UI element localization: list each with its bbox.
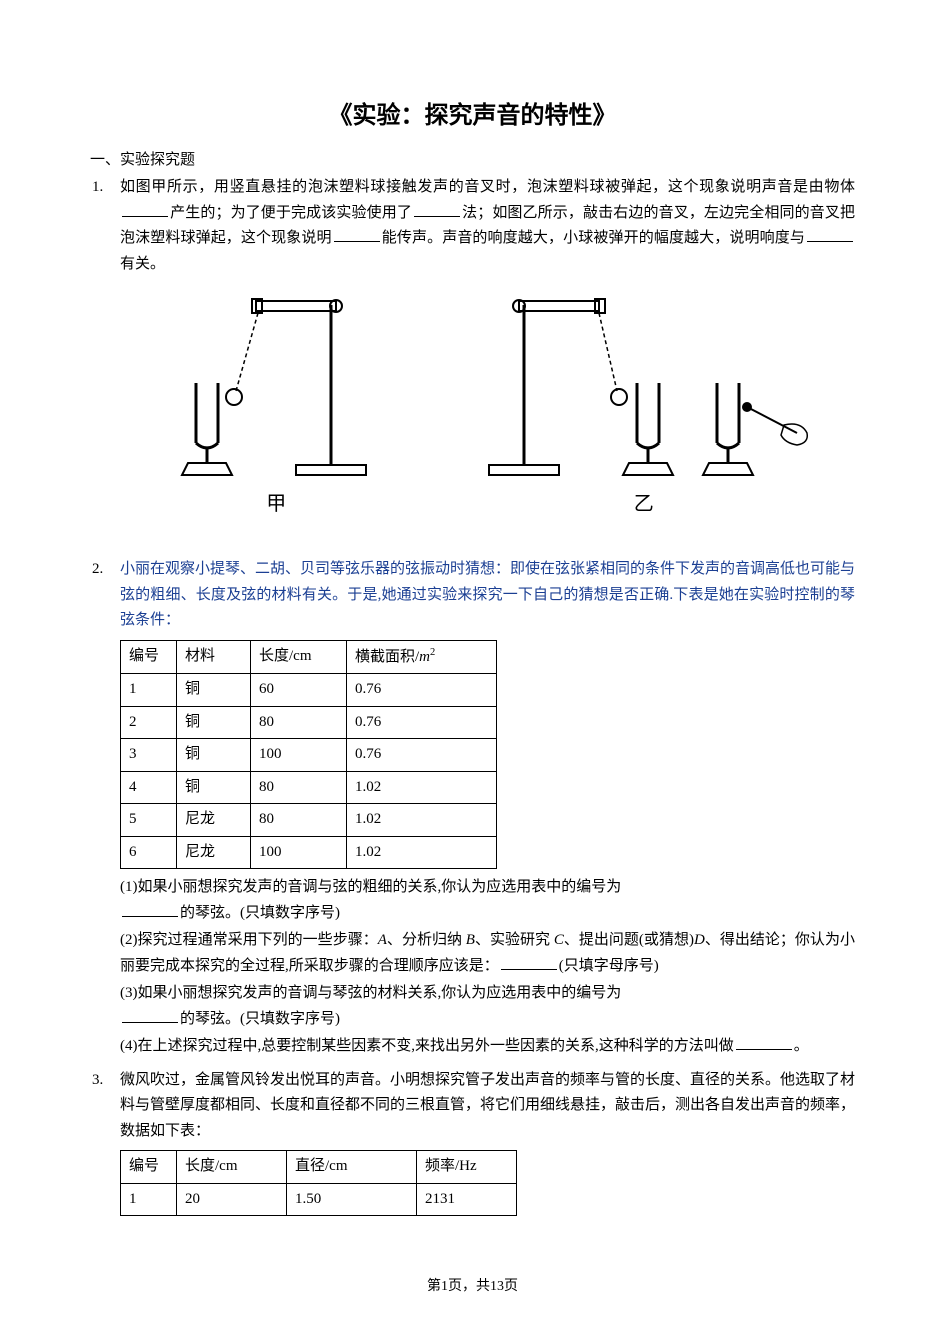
q1-t5: 有关。 [120, 256, 165, 272]
table-header-row: 编号 长度/cm 直径/cm 频率/Hz [121, 1151, 517, 1184]
page-footer: 第1页，共13页 [0, 1275, 945, 1295]
blank [122, 1008, 178, 1023]
question-1: 1. 如图甲所示，用竖直悬挂的泡沫塑料球接触发声的音叉时，泡沫塑料球被弹起，这个… [90, 175, 855, 549]
q1-t2: 产生的；为了便于完成该实验使用了 [170, 205, 412, 221]
table-header-row: 编号 材料 长度/cm 横截面积/m2 [121, 640, 497, 674]
subquestion-2: (2)探究过程通常采用下列的一些步骤：A、分析归纳 B、实验研究 C、提出问题(… [120, 928, 855, 979]
blank [736, 1035, 792, 1050]
table-row: 3铜1000.76 [121, 739, 497, 772]
blank [501, 955, 557, 970]
blank [122, 902, 178, 917]
th: 长度/cm [251, 640, 347, 674]
table-row: 2铜800.76 [121, 706, 497, 739]
diagram-label-jia: 甲 [266, 487, 286, 521]
th: 编号 [121, 1151, 177, 1184]
question-number: 3. [90, 1068, 120, 1223]
table-row: 1铜600.76 [121, 674, 497, 707]
table-q2: 编号 材料 长度/cm 横截面积/m2 1铜600.76 2铜800.76 3铜… [120, 640, 497, 870]
table-row: 4铜801.02 [121, 771, 497, 804]
blank [414, 202, 460, 217]
diagram-row: 甲 [120, 293, 855, 521]
table-q3: 编号 长度/cm 直径/cm 频率/Hz 1201.502131 [120, 1150, 517, 1216]
th: 频率/Hz [417, 1151, 517, 1184]
section-heading: 一、实验探究题 [90, 148, 855, 169]
subquestion-3: (3)如果小丽想探究发声的音调与琴弦的材料关系,你认为应选用表中的编号为的琴弦。… [120, 981, 855, 1032]
question-number: 1. [90, 175, 120, 549]
th: 编号 [121, 640, 177, 674]
diagram-jia: 甲 [166, 293, 386, 521]
diagram-label-yi: 乙 [634, 487, 654, 521]
subquestion-1: (1)如果小丽想探究发声的音调与弦的粗细的关系,你认为应选用表中的编号为的琴弦。… [120, 875, 855, 926]
table-row: 5尼龙801.02 [121, 804, 497, 837]
question-text: 微风吹过，金属管风铃发出悦耳的声音。小明想探究管子发出声音的频率与管的长度、直径… [120, 1068, 855, 1145]
q1-t1: 如图甲所示，用竖直悬挂的泡沫塑料球接触发声的音叉时，泡沫塑料球被弹起，这个现象说… [120, 179, 855, 195]
diagram-yi: 乙 [479, 293, 809, 521]
page-title: 《实验：探究声音的特性》 [90, 95, 855, 130]
th: 横截面积/m2 [347, 640, 497, 674]
question-text: 如图甲所示，用竖直悬挂的泡沫塑料球接触发声的音叉时，泡沫塑料球被弹起，这个现象说… [120, 175, 855, 277]
blank [807, 227, 853, 242]
blank [122, 202, 168, 217]
th: 长度/cm [177, 1151, 287, 1184]
question-2: 2. 小丽在观察小提琴、二胡、贝司等弦乐器的弦振动时猜想：即使在弦张紧相同的条件… [90, 557, 855, 1060]
question-number: 2. [90, 557, 120, 1060]
th: 直径/cm [287, 1151, 417, 1184]
question-text: 小丽在观察小提琴、二胡、贝司等弦乐器的弦振动时猜想：即使在弦张紧相同的条件下发声… [120, 557, 855, 634]
th: 材料 [177, 640, 251, 674]
table-row: 1201.502131 [121, 1183, 517, 1216]
subquestion-4: (4)在上述探究过程中,总要控制某些因素不变,来找出另外一些因素的关系,这种科学… [120, 1034, 855, 1060]
blank [334, 227, 380, 242]
q1-t4: 能传声。声音的响度越大，小球被弹开的幅度越大，说明响度与 [382, 230, 805, 246]
question-3: 3. 微风吹过，金属管风铃发出悦耳的声音。小明想探究管子发出声音的频率与管的长度… [90, 1068, 855, 1223]
table-row: 6尼龙1001.02 [121, 836, 497, 869]
